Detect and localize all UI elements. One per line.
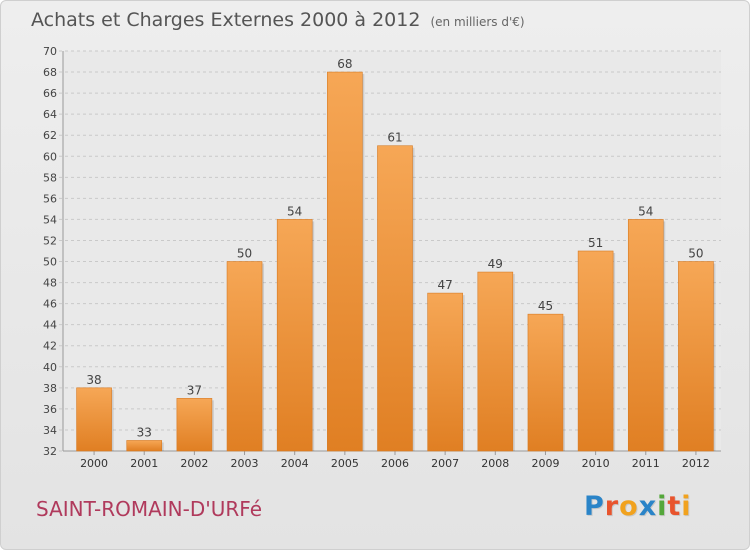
y-tick-label: 62 xyxy=(43,129,57,142)
commune-name: SAINT-ROMAIN-D'URFé xyxy=(36,497,263,521)
logo-letter: i xyxy=(657,491,668,522)
y-tick-label: 58 xyxy=(43,171,57,184)
bar-2011 xyxy=(627,219,664,452)
x-tick-label: 2001 xyxy=(130,457,158,470)
x-tick-label: 2009 xyxy=(531,457,559,470)
y-tick-label: 56 xyxy=(43,192,57,205)
x-tick-label: 2000 xyxy=(80,457,108,470)
y-tick-label: 68 xyxy=(43,66,57,79)
data-label: 49 xyxy=(488,257,503,271)
logo-letter: t xyxy=(667,491,682,522)
x-tick-label: 2002 xyxy=(180,457,208,470)
logo-letter: P xyxy=(584,491,605,522)
data-label: 50 xyxy=(237,247,252,261)
chart-title: Achats et Charges Externes 2000 à 2012 (e… xyxy=(31,9,525,31)
x-tick-label: 2006 xyxy=(381,457,409,470)
y-tick-label: 70 xyxy=(43,45,57,58)
bar-2012 xyxy=(678,261,714,452)
x-tick-label: 2008 xyxy=(481,457,509,470)
bar-2010 xyxy=(577,250,614,452)
data-label: 51 xyxy=(588,236,603,250)
data-label: 38 xyxy=(86,373,101,387)
y-tick-label: 60 xyxy=(43,150,57,163)
y-tick-label: 36 xyxy=(43,403,57,416)
bar-2001 xyxy=(126,440,163,452)
bar-2003 xyxy=(226,261,263,452)
bar-2002 xyxy=(176,398,213,452)
bar-2006 xyxy=(377,145,413,452)
data-label: 47 xyxy=(438,278,453,292)
y-tick-label: 44 xyxy=(43,319,57,332)
bar-2005 xyxy=(327,71,363,452)
x-tick-label: 2004 xyxy=(281,457,309,470)
proxiti-logo: Proxiti xyxy=(584,491,692,522)
logo-letter: x xyxy=(638,491,658,522)
y-tick-label: 50 xyxy=(43,256,57,269)
data-label: 54 xyxy=(287,204,302,218)
chart-subtitle: (en milliers d'€) xyxy=(430,15,525,29)
data-label: 50 xyxy=(688,247,703,261)
logo-letter: o xyxy=(619,491,639,522)
y-tick-label: 66 xyxy=(43,87,57,100)
data-label: 33 xyxy=(137,425,152,439)
logo-letter: i xyxy=(681,491,692,522)
data-label: 45 xyxy=(538,299,553,313)
y-tick-label: 42 xyxy=(43,340,57,353)
y-tick-label: 46 xyxy=(43,298,57,311)
bar-2004 xyxy=(276,219,313,452)
y-tick-label: 32 xyxy=(43,445,57,458)
x-tick-label: 2011 xyxy=(632,457,660,470)
x-tick-label: 2005 xyxy=(331,457,359,470)
y-tick-label: 34 xyxy=(43,424,57,437)
bar-2008 xyxy=(477,271,514,452)
y-tick-label: 38 xyxy=(43,382,57,395)
y-tick-label: 40 xyxy=(43,361,57,374)
bar-2009 xyxy=(527,313,564,452)
y-tick-label: 54 xyxy=(43,213,57,226)
x-tick-label: 2012 xyxy=(682,457,710,470)
y-tick-label: 52 xyxy=(43,234,57,247)
bar-2000 xyxy=(76,387,112,452)
x-tick-label: 2003 xyxy=(231,457,259,470)
y-tick-label: 48 xyxy=(43,277,57,290)
data-label: 54 xyxy=(638,204,653,218)
data-label: 37 xyxy=(187,383,202,397)
x-tick-label: 2007 xyxy=(431,457,459,470)
data-label: 61 xyxy=(387,131,402,145)
bar-2007 xyxy=(427,292,463,452)
data-label: 68 xyxy=(337,57,352,71)
x-tick-label: 2010 xyxy=(582,457,610,470)
y-tick-label: 64 xyxy=(43,108,57,121)
logo-letter: r xyxy=(604,491,620,522)
